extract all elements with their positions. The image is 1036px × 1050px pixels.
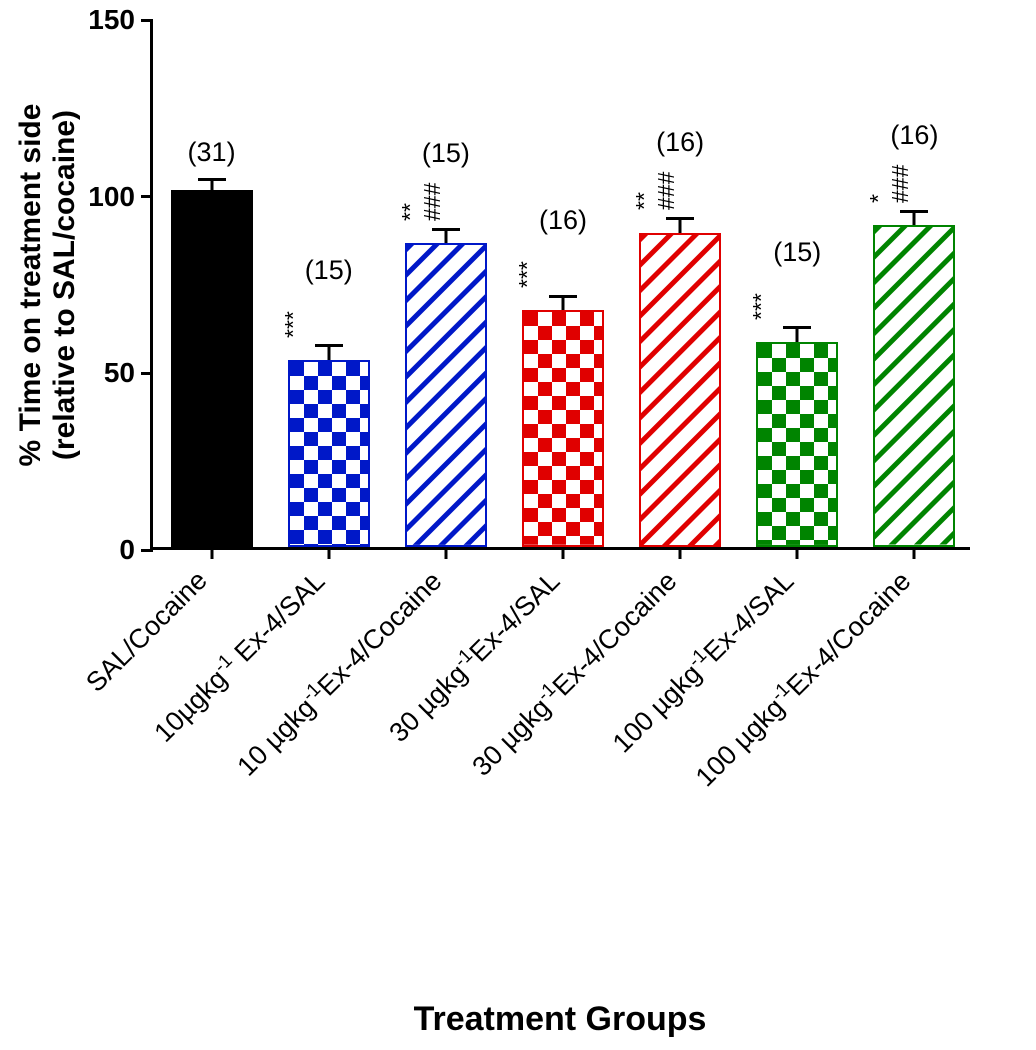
error-bar (679, 218, 682, 232)
bar-rect (873, 225, 955, 547)
x-tick (210, 547, 213, 559)
y-tick (141, 372, 153, 375)
x-tick (796, 547, 799, 559)
sig-stars: *** (280, 311, 307, 338)
error-bar (327, 346, 330, 360)
bar-chart-figure: 050100150(31)***(15)###**(15)***(16)###*… (0, 0, 1036, 1050)
bar-rect (171, 190, 253, 547)
error-bar (210, 180, 213, 191)
x-tick-label: 100 µgkg-1Ex-4/Cocaine (688, 564, 917, 793)
x-tick (444, 547, 447, 559)
bar: ###*(16) (873, 17, 955, 547)
n-label: (16) (539, 205, 587, 236)
error-bar (444, 229, 447, 243)
x-tick-label: 30 µgkg-1Ex-4/Cocaine (465, 564, 683, 782)
sig-stars: * (865, 194, 892, 203)
error-cap (432, 228, 460, 231)
bar: (31) (171, 17, 253, 547)
error-cap (783, 326, 811, 329)
y-tick-label: 0 (119, 534, 135, 566)
bar-rect (405, 243, 487, 547)
error-bar (913, 211, 916, 225)
n-label: (15) (422, 138, 470, 169)
bar-rect (756, 342, 838, 547)
y-tick-label: 150 (88, 4, 135, 36)
x-tick (562, 547, 565, 559)
n-label: (15) (305, 255, 353, 286)
error-cap (315, 344, 343, 347)
y-tick (141, 195, 153, 198)
bar: ###**(16) (639, 17, 721, 547)
sig-stars: *** (514, 261, 541, 288)
bar-rect (639, 233, 721, 547)
error-bar (796, 328, 799, 342)
x-tick-label: 10 µgkg-1Ex-4/Cocaine (230, 564, 448, 782)
bar: ###**(15) (405, 17, 487, 547)
plot-area: 050100150(31)***(15)###**(15)***(16)###*… (150, 20, 970, 550)
x-tick (913, 547, 916, 559)
y-tick-label: 50 (104, 357, 135, 389)
n-label: (31) (188, 137, 236, 168)
x-axis-title: Treatment Groups (414, 1000, 707, 1039)
n-label: (16) (656, 127, 704, 158)
bar-rect (288, 360, 370, 547)
y-axis-title: % Time on treatment side(relative to SAL… (14, 104, 82, 467)
x-tick (679, 547, 682, 559)
sig-stars: ** (631, 193, 658, 211)
error-cap (666, 217, 694, 220)
bar: ***(16) (522, 17, 604, 547)
sig-stars: ** (397, 203, 424, 221)
n-label: (16) (890, 120, 938, 151)
y-tick (141, 19, 153, 22)
error-bar (562, 296, 565, 310)
sig-stars: *** (748, 293, 775, 320)
y-tick-label: 100 (88, 181, 135, 213)
error-cap (900, 210, 928, 213)
bar: ***(15) (756, 17, 838, 547)
error-cap (198, 178, 226, 181)
bar-rect (522, 310, 604, 547)
y-tick (141, 549, 153, 552)
x-tick (327, 547, 330, 559)
bar: ***(15) (288, 17, 370, 547)
error-cap (549, 295, 577, 298)
n-label: (15) (773, 237, 821, 268)
